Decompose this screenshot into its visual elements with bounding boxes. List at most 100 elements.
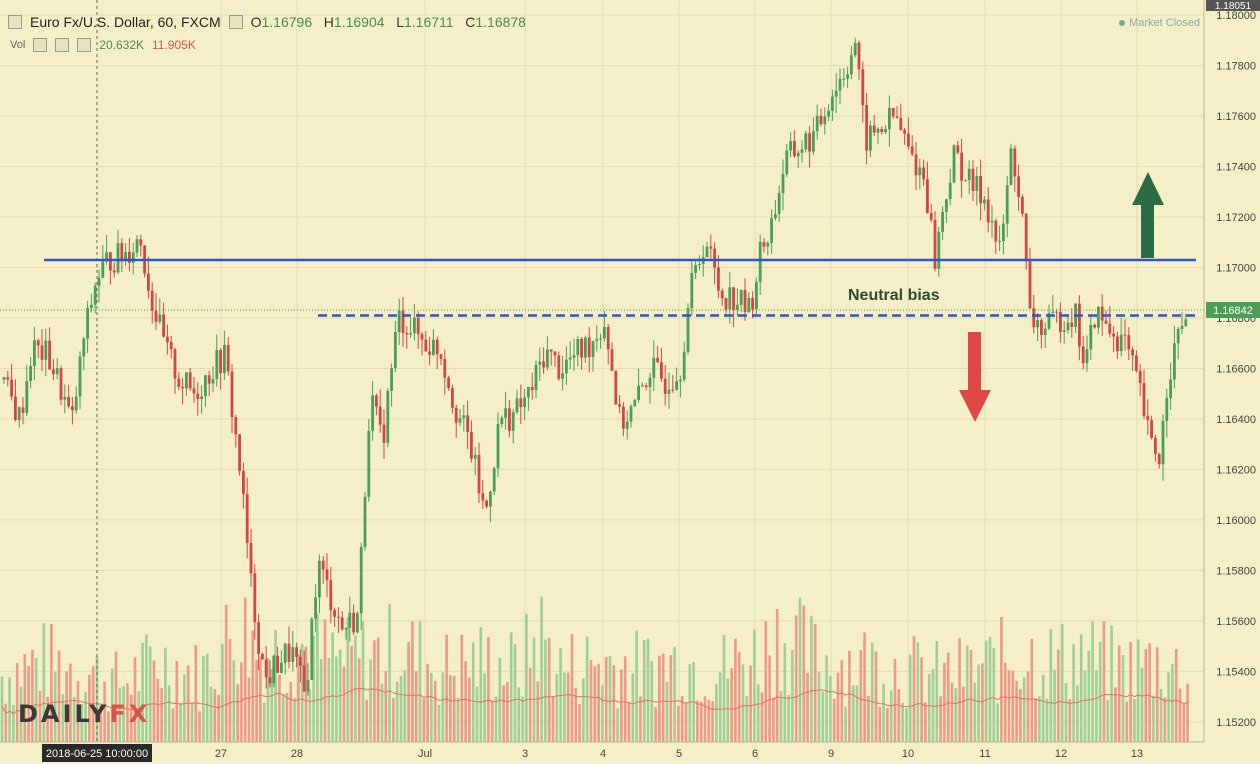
symbol-options-icon[interactable] <box>228 15 243 29</box>
candle-body <box>352 612 355 633</box>
volume-bar <box>912 636 916 742</box>
candle-body <box>850 55 853 75</box>
candle-body <box>1070 322 1074 327</box>
candle-body <box>1024 213 1028 262</box>
candle-body <box>580 339 583 358</box>
candle-body <box>720 290 724 299</box>
volume-bar <box>418 621 422 742</box>
volume-bar <box>1060 623 1064 742</box>
volume-bar <box>1182 703 1186 742</box>
volume-bar <box>289 681 293 742</box>
candle-body <box>1131 349 1134 356</box>
candle-body <box>648 377 652 388</box>
volume-settings-icon[interactable] <box>55 38 70 52</box>
volume-bar <box>281 693 285 742</box>
candle-body <box>1081 346 1085 364</box>
volume-bar <box>126 683 129 742</box>
candle-body <box>154 310 158 322</box>
volume-bar <box>1121 655 1125 742</box>
volume-bar <box>897 689 901 742</box>
candle-body <box>1005 185 1009 224</box>
volume-bar <box>973 682 977 742</box>
candle-body <box>321 560 325 570</box>
candle-body <box>834 90 838 97</box>
candle-body <box>758 242 762 283</box>
volume-bar <box>335 656 338 742</box>
candle-body <box>914 154 918 176</box>
candle-body <box>705 246 709 258</box>
candle-body <box>245 494 249 543</box>
symbol-title[interactable]: Euro Fx/U.S. Dollar, 60, FXCM <box>30 14 221 30</box>
candle-body <box>922 167 925 180</box>
candle-body <box>732 287 735 310</box>
high-label: H <box>323 14 334 30</box>
volume-bar <box>772 697 775 742</box>
volume-bar <box>236 684 239 742</box>
candle-body <box>667 389 671 394</box>
volume-bar <box>646 638 650 742</box>
volume-bar <box>1041 674 1045 742</box>
volume-bar <box>616 708 619 742</box>
volume-bar <box>969 649 973 742</box>
volume-bar <box>851 685 855 742</box>
candle-body <box>435 339 439 355</box>
volume-bar <box>768 655 771 742</box>
candle-body <box>21 407 25 413</box>
candle-body <box>356 613 359 633</box>
volume-bar <box>240 662 243 742</box>
candle-body <box>990 220 994 223</box>
volume-close-icon[interactable] <box>77 38 92 52</box>
volume-bar <box>441 672 445 742</box>
chart-header: Euro Fx/U.S. Dollar, 60, FXCM O1.16796 H… <box>8 14 526 30</box>
candle-body <box>204 375 207 397</box>
volume-bar <box>137 691 141 742</box>
candle-body <box>610 349 614 371</box>
volume-bar <box>547 638 551 742</box>
volume-visibility-icon[interactable] <box>33 38 48 52</box>
volume-bar <box>274 629 277 742</box>
volume-label[interactable]: Vol <box>10 39 26 51</box>
candle-body <box>162 314 165 337</box>
volume-bar <box>437 704 441 742</box>
volume-bar <box>107 711 110 742</box>
volume-bar <box>908 654 912 742</box>
volume-bar <box>513 644 517 742</box>
candle-body <box>226 345 230 372</box>
volume-bar <box>88 674 91 742</box>
candle-body <box>67 396 70 407</box>
candle-body <box>124 251 127 262</box>
volume-bar <box>490 700 494 742</box>
x-tick-label: Jul <box>418 748 432 760</box>
volume-bar <box>380 683 384 742</box>
candle-body <box>998 240 1001 242</box>
dailyfx-logo: DAILYFX <box>18 700 150 728</box>
candle-body <box>1066 322 1070 331</box>
volume-bar <box>433 680 437 742</box>
candle-body <box>318 560 321 598</box>
volume-bar <box>791 649 794 742</box>
x-tick-label: 9 <box>828 748 834 760</box>
volume-bar <box>589 659 593 742</box>
volume-bar <box>456 697 460 742</box>
candle-body <box>694 265 697 273</box>
candle-body <box>755 282 758 310</box>
x-tick-label: 28 <box>291 748 303 760</box>
candle-body <box>690 272 694 309</box>
volume-bar <box>893 659 897 742</box>
candle-body <box>447 377 450 389</box>
y-tick-label: 1.15800 <box>1216 565 1256 577</box>
candle-body <box>424 339 428 352</box>
volume-bar <box>426 663 429 742</box>
x-tick-label: 27 <box>215 748 227 760</box>
candle-body <box>633 400 637 407</box>
volume-bar <box>665 681 669 742</box>
volume-bar <box>1079 634 1083 742</box>
candle-body <box>63 396 67 400</box>
volume-bar <box>1068 699 1072 742</box>
y-tick-label: 1.17000 <box>1216 263 1256 275</box>
chart-settings-icon[interactable] <box>8 15 22 29</box>
candle-body <box>530 386 534 391</box>
volume-bar <box>1076 685 1079 742</box>
candle-body <box>1180 325 1184 329</box>
